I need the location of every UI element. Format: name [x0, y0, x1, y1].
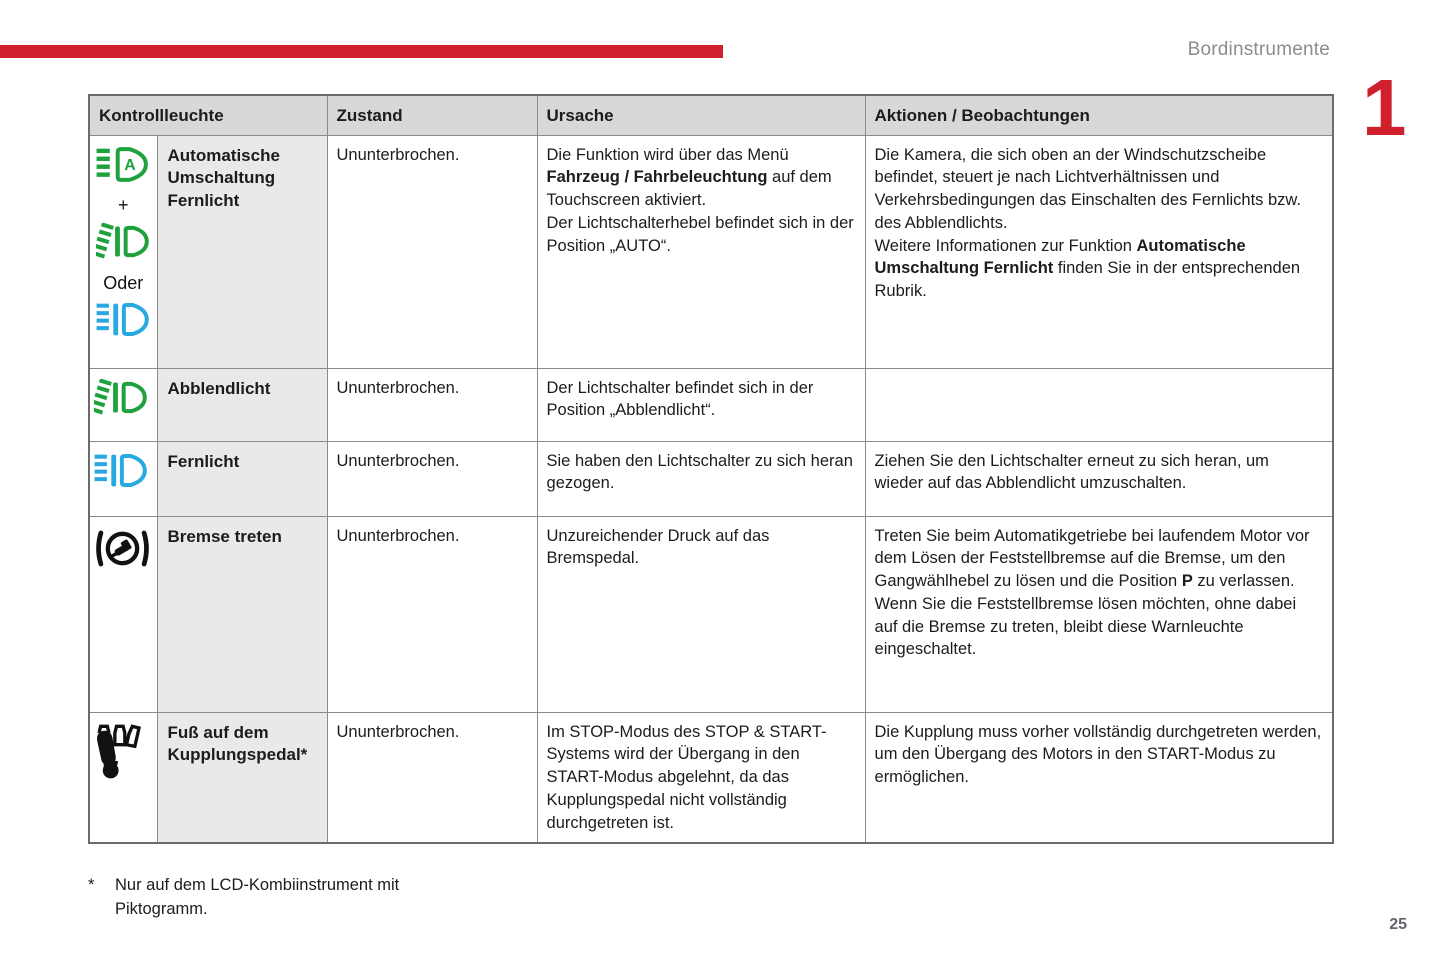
indicator-icon-cell [88, 367, 158, 442]
indicator-name-cell: Bremse treten [156, 515, 328, 713]
header-kontrollleuchte: Kontrollleuchte [88, 94, 328, 136]
table-row: Bremse treten Ununterbrochen. Unzureiche… [88, 515, 1334, 713]
indicator-name-cell: Fernlicht [156, 440, 328, 517]
table-row: Fernlicht Ununterbrochen. Sie haben den … [88, 440, 1334, 517]
cause-cell: Die Funktion wird über das Menü Fahrzeug… [536, 134, 866, 369]
indicator-name-cell: Fuß auf dem Kupplungspedal* [156, 711, 328, 844]
header-ursache: Ursache [536, 94, 866, 136]
plus-separator-label: + [117, 195, 129, 216]
indicator-icon-cell [88, 711, 158, 844]
table-header-row: Kontrollleuchte Zustand Ursache Aktionen… [88, 94, 1334, 136]
dipped-beam-icon [90, 377, 148, 420]
indicator-lights-table: Kontrollleuchte Zustand Ursache Aktionen… [88, 94, 1335, 845]
press-brake-pedal-icon [94, 530, 151, 574]
footnote-marker: * [88, 876, 95, 894]
indicator-icon-cell [88, 440, 158, 517]
header-zustand: Zustand [326, 94, 538, 136]
cause-cell: Sie haben den Lichtschalter zu sich hera… [536, 440, 866, 517]
header-aktionen: Aktionen / Beobachtungen [864, 94, 1334, 136]
footnote: * Nur auf dem LCD-Kombiinstrument mit Pi… [88, 874, 415, 922]
chapter-number: 1 [1362, 63, 1407, 152]
automatic-main-beam-icon: A [96, 146, 150, 190]
indicator-name-cell: Automatische Umschaltung Fernlicht [156, 134, 328, 369]
actions-cell [864, 367, 1334, 442]
cause-cell: Im STOP-Modus des STOP & START-Systems w… [536, 711, 866, 844]
table-row: Abblendlicht Ununterbrochen. Der Lichtsc… [88, 367, 1334, 442]
table-row: A + [88, 134, 1334, 369]
indicator-icon-cell [88, 515, 158, 713]
cause-cell: Der Lichtschalter befindet sich in der P… [536, 367, 866, 442]
state-cell: Ununterbrochen. [326, 367, 538, 442]
main-beam-icon [94, 453, 148, 493]
actions-cell: Ziehen Sie den Lichtschalter erneut zu s… [864, 440, 1334, 517]
running-header-title: Bordinstrumente [1187, 39, 1330, 60]
page-number: 25 [1389, 916, 1407, 933]
dipped-beam-icon [92, 222, 150, 267]
indicator-name-cell: Abblendlicht [156, 367, 328, 442]
indicator-icon-cell: A + [88, 134, 158, 369]
actions-cell: Die Kamera, die sich oben an der Windsch… [864, 134, 1334, 369]
footnote-text: Nur auf dem LCD-Kombiinstrument mit Pikt… [115, 876, 400, 918]
main-beam-icon [96, 301, 150, 345]
accent-bar [0, 45, 723, 58]
svg-text:A: A [125, 157, 137, 174]
state-cell: Ununterbrochen. [326, 134, 538, 369]
state-cell: Ununterbrochen. [326, 515, 538, 713]
state-cell: Ununterbrochen. [326, 711, 538, 844]
cause-cell: Unzureichender Druck auf das Bremspedal. [536, 515, 866, 713]
or-separator-label: Oder [103, 272, 144, 293]
actions-cell: Treten Sie beim Automatikgetriebe bei la… [864, 515, 1334, 713]
foot-on-clutch-pedal-icon [94, 723, 144, 787]
table-row: Fuß auf dem Kupplungspedal* Ununterbroch… [88, 711, 1334, 844]
state-cell: Ununterbrochen. [326, 440, 538, 517]
actions-cell: Die Kupplung muss vorher vollständig dur… [864, 711, 1334, 844]
